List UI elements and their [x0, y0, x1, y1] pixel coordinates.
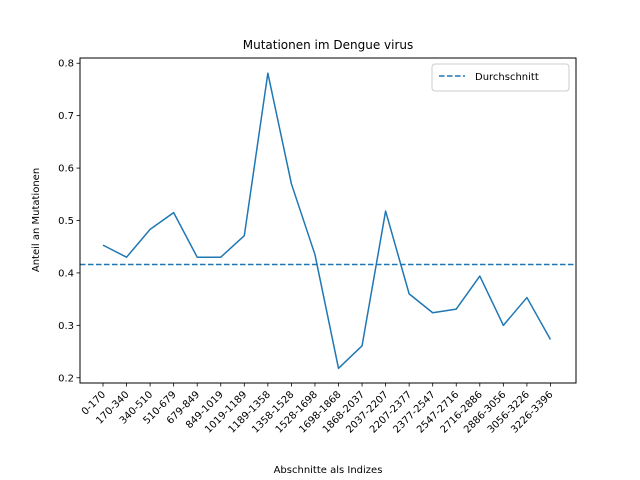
- x-axis-label: Abschnitte als Indizes: [274, 465, 383, 476]
- legend-box: [431, 63, 570, 92]
- y-tick-label: 0.8: [58, 59, 74, 70]
- legend: Durchschnitt: [431, 63, 570, 92]
- y-tick-label: 0.2: [58, 373, 74, 384]
- y-tick-label: 0.5: [58, 216, 74, 227]
- y-tick-label: 0.6: [58, 164, 74, 175]
- y-axis-label: Anteil an Mutationen: [31, 168, 42, 272]
- chart-title: Mutationen im Dengue virus: [243, 38, 414, 52]
- y-tick-label: 0.4: [58, 268, 74, 279]
- y-tick-label: 0.7: [58, 111, 74, 122]
- y-axis: 0.2 0.3 0.4 0.5 0.6 0.7 0.8: [58, 59, 80, 384]
- legend-label: Durchschnitt: [475, 72, 539, 83]
- y-tick-label: 0.3: [58, 321, 74, 332]
- plot-area: [80, 72, 576, 370]
- mutation-series-line: [102, 72, 552, 370]
